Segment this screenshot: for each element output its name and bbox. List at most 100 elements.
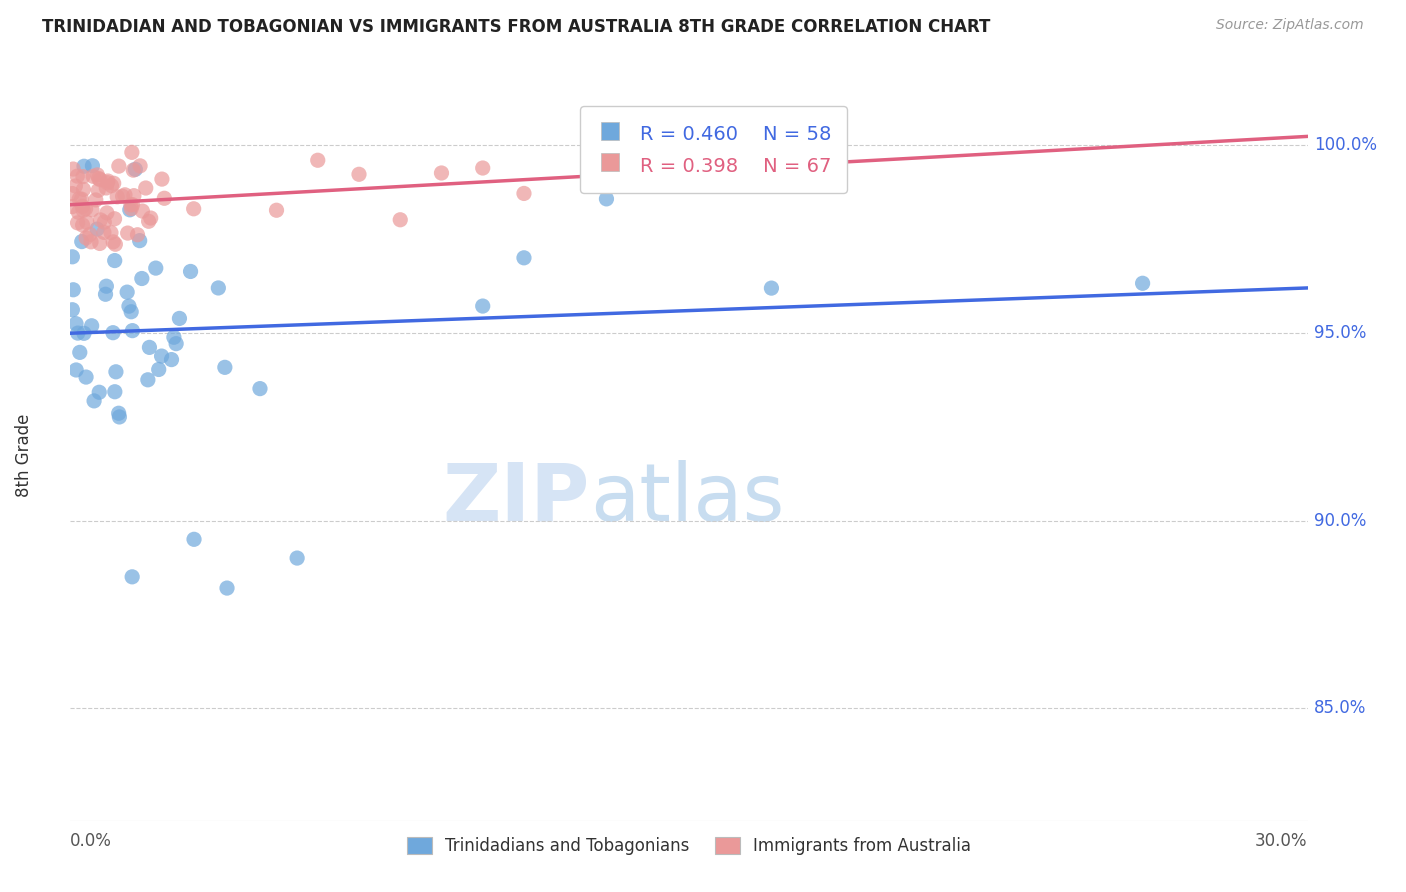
Point: [111, 189, 134, 203]
Point: [82, 159, 104, 173]
Point: [430, 166, 453, 180]
Point: [96, 206, 118, 220]
Point: [103, 176, 125, 190]
Point: [138, 214, 160, 228]
Point: [104, 237, 127, 252]
Point: [104, 365, 127, 379]
Point: [60, 200, 83, 214]
Point: [104, 384, 127, 399]
Point: [100, 178, 122, 193]
Point: [150, 349, 173, 363]
Point: [121, 145, 143, 160]
Point: [183, 202, 205, 216]
Point: [80, 202, 103, 217]
Point: [118, 202, 141, 217]
Point: [1132, 277, 1154, 291]
Point: [129, 159, 152, 173]
Point: [120, 202, 142, 216]
Point: [75, 370, 97, 384]
Point: [285, 551, 308, 566]
Point: [65, 363, 87, 377]
Point: [66, 326, 89, 340]
Point: [595, 192, 617, 206]
Point: [65, 179, 87, 194]
Point: [89, 213, 111, 227]
Point: [80, 235, 103, 249]
Point: [62, 283, 84, 297]
Point: [79, 227, 101, 242]
Point: [66, 216, 89, 230]
Point: [80, 318, 103, 333]
Point: [145, 261, 167, 276]
Text: 30.0%: 30.0%: [1256, 831, 1308, 849]
Point: [87, 171, 110, 186]
Point: [127, 227, 149, 242]
Point: [150, 172, 173, 186]
Point: [89, 172, 111, 186]
Point: [117, 226, 139, 240]
Point: [118, 299, 141, 313]
Point: [67, 192, 90, 206]
Point: [124, 162, 146, 177]
Point: [105, 190, 128, 204]
Point: [72, 182, 94, 196]
Point: [183, 533, 205, 547]
Point: [75, 202, 97, 216]
Point: [60, 250, 83, 264]
Point: [66, 169, 89, 183]
Point: [96, 181, 118, 195]
Point: [214, 360, 236, 375]
Legend: Trinidadians and Tobagonians, Immigrants from Australia: Trinidadians and Tobagonians, Immigrants…: [398, 829, 980, 863]
Point: [101, 326, 124, 340]
Text: 8th Grade: 8th Grade: [15, 413, 34, 497]
Point: [96, 176, 118, 190]
Point: [86, 222, 108, 236]
Point: [249, 382, 271, 396]
Point: [136, 373, 159, 387]
Point: [72, 169, 94, 184]
Text: 85.0%: 85.0%: [1313, 699, 1367, 717]
Point: [100, 226, 122, 240]
Point: [107, 406, 129, 420]
Text: TRINIDADIAN AND TOBAGONIAN VS IMMIGRANTS FROM AUSTRALIA 8TH GRADE CORRELATION CH: TRINIDADIAN AND TOBAGONIAN VS IMMIGRANTS…: [42, 18, 991, 36]
Point: [266, 203, 288, 218]
Point: [86, 168, 108, 182]
Point: [103, 211, 125, 226]
Point: [169, 311, 191, 326]
Point: [75, 231, 97, 245]
Point: [72, 218, 94, 232]
Point: [513, 251, 536, 265]
Point: [389, 212, 412, 227]
Point: [65, 317, 87, 331]
Point: [108, 409, 131, 424]
Text: 90.0%: 90.0%: [1313, 512, 1367, 530]
Point: [135, 181, 157, 195]
Text: 0.0%: 0.0%: [70, 831, 112, 849]
Point: [60, 186, 83, 201]
Point: [207, 281, 229, 295]
Point: [114, 187, 136, 202]
Point: [89, 236, 111, 251]
Point: [165, 336, 187, 351]
Point: [120, 198, 142, 212]
Point: [108, 159, 131, 173]
Point: [761, 281, 783, 295]
Point: [128, 234, 150, 248]
Point: [70, 192, 93, 206]
Point: [104, 253, 127, 268]
Point: [138, 340, 160, 354]
Point: [153, 191, 176, 205]
Point: [122, 163, 145, 178]
Text: Source: ZipAtlas.com: Source: ZipAtlas.com: [1216, 18, 1364, 32]
Point: [62, 162, 84, 177]
Point: [84, 193, 107, 207]
Point: [83, 393, 105, 408]
Point: [139, 211, 162, 225]
Point: [89, 385, 111, 400]
Text: 95.0%: 95.0%: [1313, 324, 1367, 342]
Point: [96, 279, 118, 293]
Point: [87, 183, 110, 197]
Point: [60, 302, 83, 317]
Point: [93, 215, 115, 229]
Point: [180, 264, 202, 278]
